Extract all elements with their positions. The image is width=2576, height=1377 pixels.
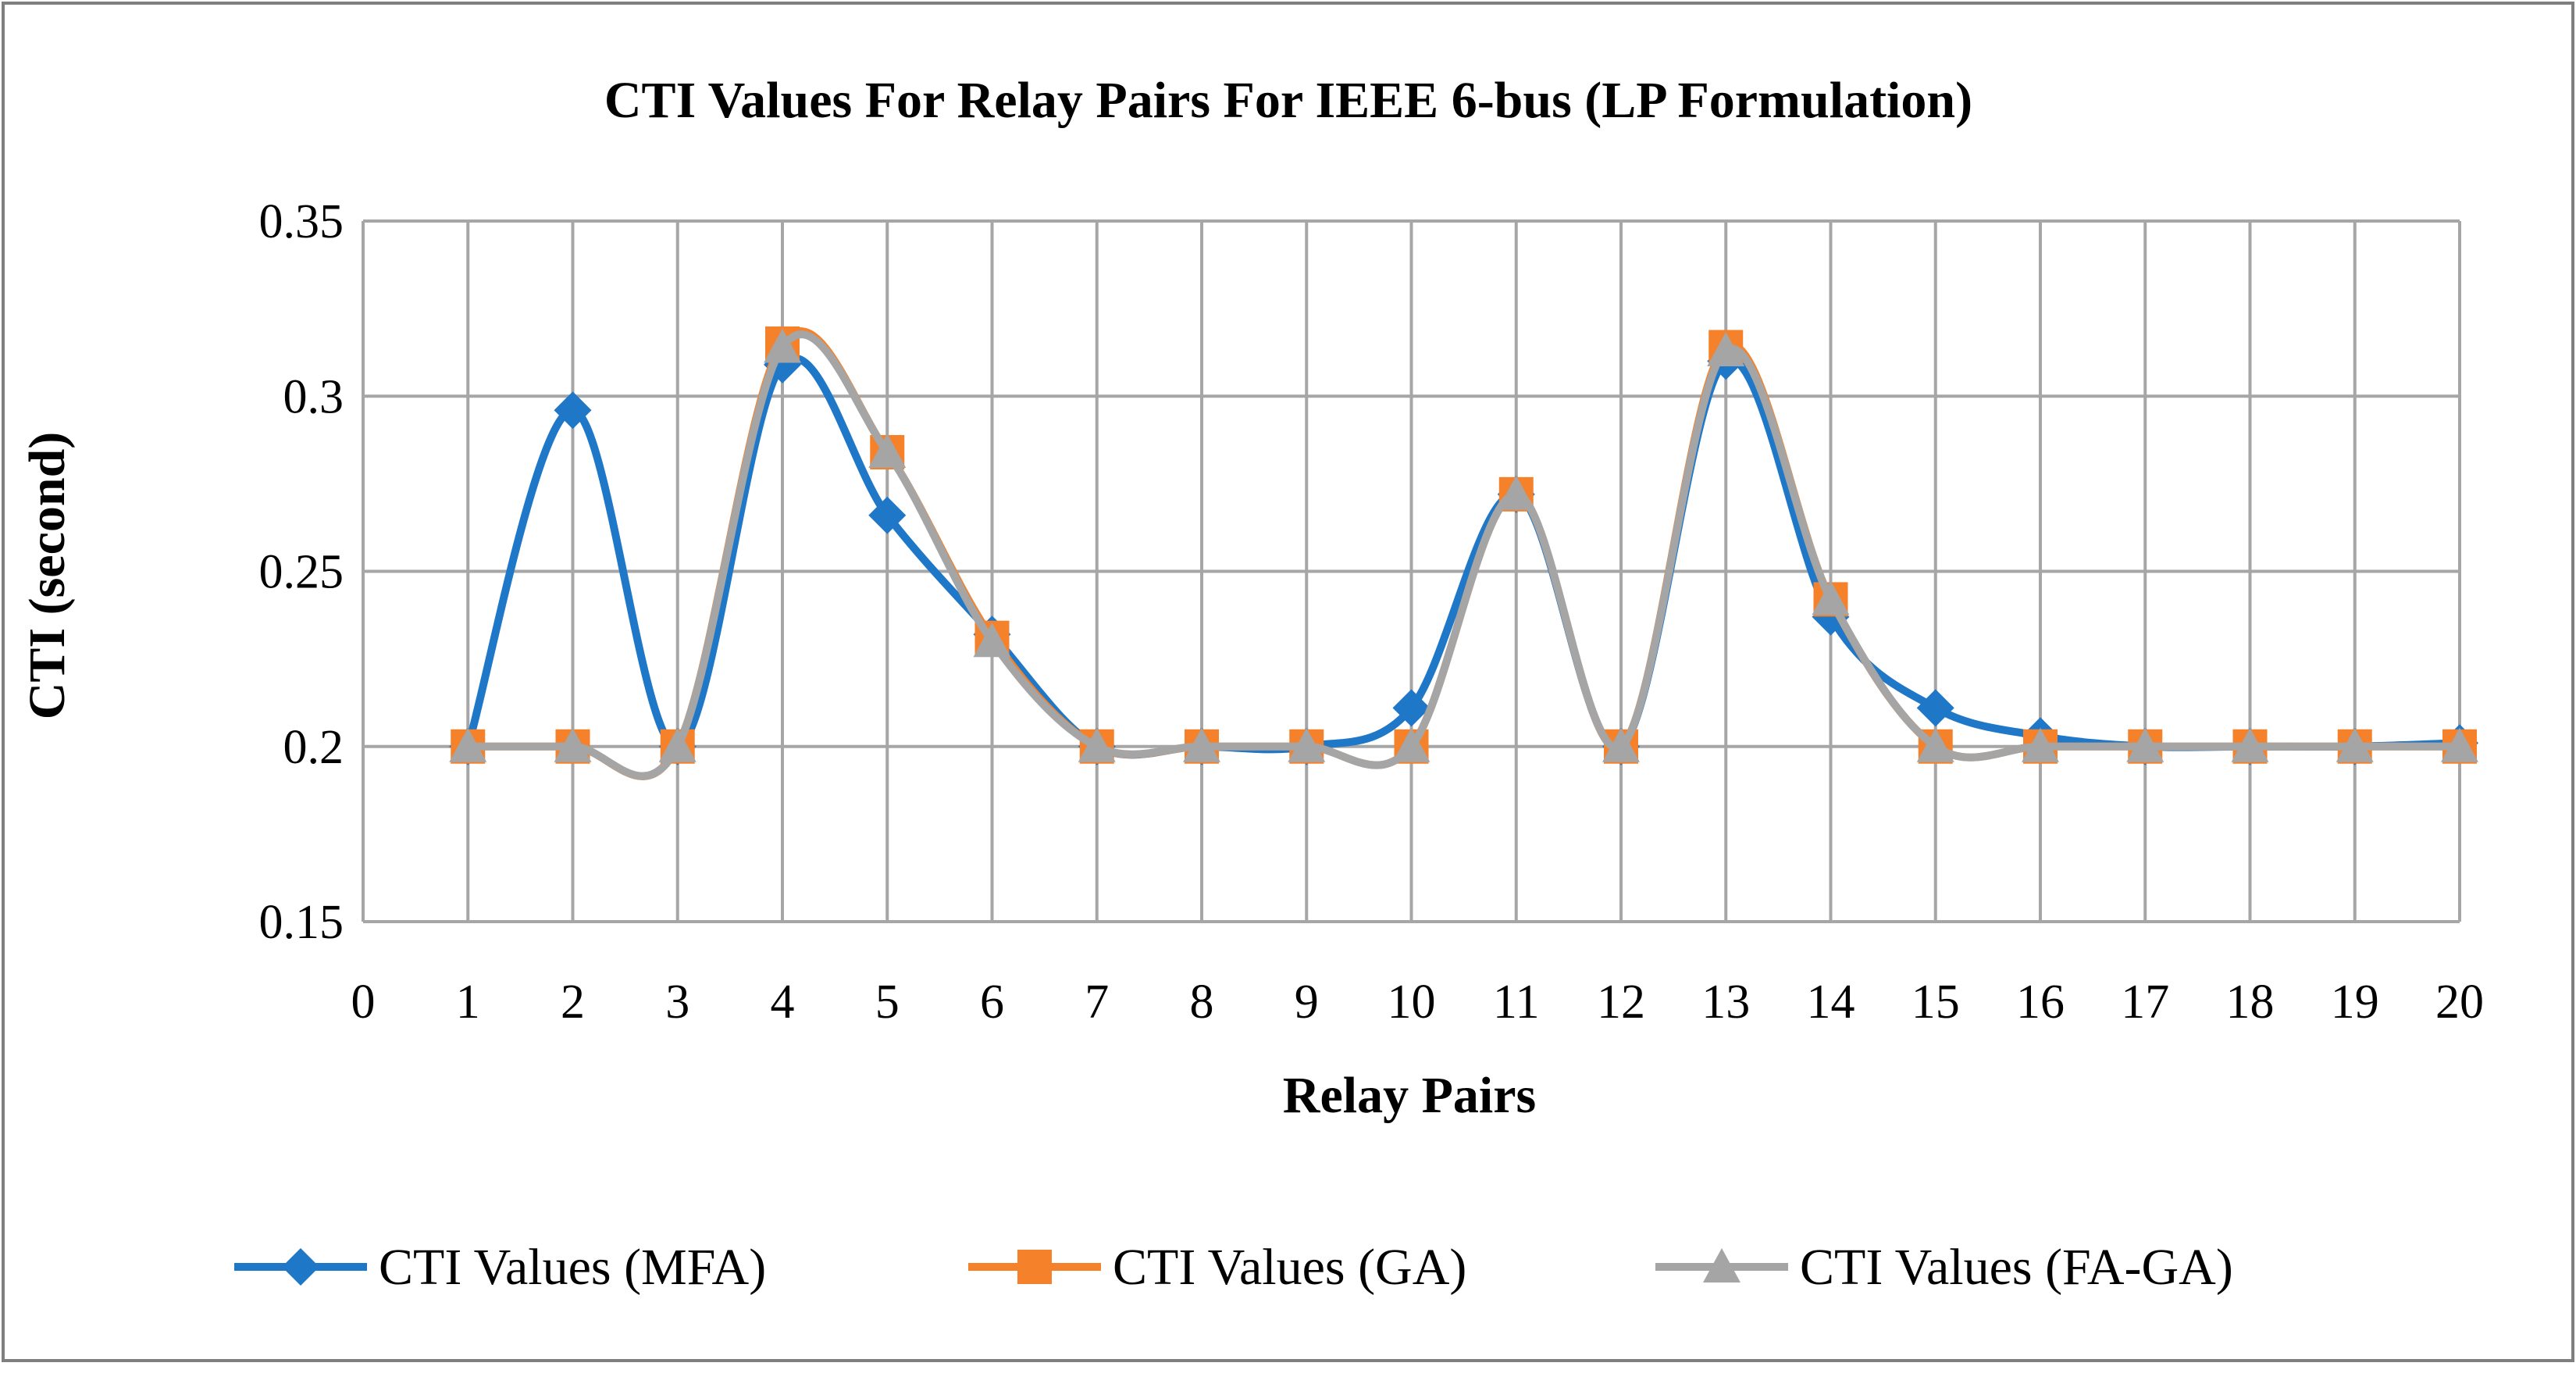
data-point xyxy=(1183,727,1220,762)
data-point xyxy=(554,727,592,762)
data-point xyxy=(973,623,1011,658)
data-point xyxy=(2231,727,2269,762)
y-axis-title: CTI (second) xyxy=(19,432,76,720)
data-point xyxy=(1497,475,1535,510)
data-point xyxy=(1916,727,1954,762)
x-tick-label: 11 xyxy=(1493,976,1540,1029)
legend-item: CTI Values (MFA) xyxy=(234,1239,766,1296)
data-point xyxy=(2441,727,2478,762)
y-tick-label: 0.25 xyxy=(259,546,344,599)
data-point xyxy=(1078,727,1116,762)
data-point xyxy=(868,496,907,534)
gridlines xyxy=(362,219,2461,923)
legend-label: CTI Values (GA) xyxy=(1113,1239,1466,1296)
legend: CTI Values (MFA) CTI Values (GA) CTI Value… xyxy=(234,1239,2233,1296)
y-tick-label: 0.15 xyxy=(259,896,344,949)
x-tick-label: 1 xyxy=(456,976,480,1029)
x-tick-label: 0 xyxy=(351,976,376,1029)
data-point xyxy=(1392,727,1431,762)
x-tick-label: 17 xyxy=(2121,976,2169,1029)
x-tick-label: 16 xyxy=(2016,976,2065,1029)
legend-item: CTI Values (FA-GA) xyxy=(1655,1239,2233,1296)
x-tick-label: 3 xyxy=(665,976,689,1029)
legend-marker xyxy=(1703,1248,1740,1282)
legend-marker xyxy=(282,1248,319,1286)
x-tick-label: 6 xyxy=(980,976,1004,1029)
x-tick-label: 19 xyxy=(2331,976,2379,1029)
y-tick-label: 0.2 xyxy=(283,721,344,774)
legend-label: CTI Values (FA-GA) xyxy=(1800,1239,2233,1296)
y-axis-ticks: 0.35 0.3 0.25 0.2 0.15 xyxy=(259,195,344,949)
x-tick-label: 10 xyxy=(1388,976,1436,1029)
series-3 xyxy=(449,328,2478,780)
x-tick-label: 5 xyxy=(875,976,900,1029)
data-point xyxy=(449,727,487,762)
data-point xyxy=(554,391,592,430)
data-point xyxy=(764,328,801,363)
data-point xyxy=(868,433,907,469)
x-tick-label: 7 xyxy=(1085,976,1109,1029)
data-point xyxy=(1288,727,1326,762)
legend-item: CTI Values (GA) xyxy=(968,1239,1466,1296)
data-point xyxy=(2336,727,2374,762)
x-tick-label: 4 xyxy=(771,976,795,1029)
x-tick-label: 15 xyxy=(1912,976,1960,1029)
data-point xyxy=(1707,331,1745,366)
data-point xyxy=(1602,727,1640,762)
x-tick-label: 18 xyxy=(2226,976,2275,1029)
x-tick-label: 20 xyxy=(2435,976,2484,1029)
x-tick-label: 13 xyxy=(1701,976,1750,1029)
series-lines xyxy=(449,326,2478,780)
data-point xyxy=(658,727,697,762)
x-axis-title: Relay Pairs xyxy=(1283,1067,1536,1124)
x-tick-label: 9 xyxy=(1295,976,1319,1029)
data-point xyxy=(1392,689,1431,727)
data-point xyxy=(1812,580,1850,615)
x-tick-label: 2 xyxy=(561,976,585,1029)
legend-label: CTI Values (MFA) xyxy=(379,1239,766,1296)
chart-title: CTI Values For Relay Pairs For IEEE 6-bu… xyxy=(604,72,1972,129)
y-tick-label: 0.35 xyxy=(259,195,344,248)
x-tick-label: 12 xyxy=(1597,976,1645,1029)
data-point xyxy=(1916,689,1954,727)
y-tick-label: 0.3 xyxy=(283,370,344,423)
x-axis-ticks: 0 1 2 3 4 5 6 7 8 9 10 11 12 13 14 15 16 17 18 19 20 xyxy=(351,976,2485,1029)
x-tick-label: 8 xyxy=(1190,976,1214,1029)
x-tick-label: 14 xyxy=(1807,976,1855,1029)
data-point xyxy=(2126,727,2164,762)
data-point xyxy=(2022,727,2059,762)
legend-marker xyxy=(1017,1250,1052,1284)
